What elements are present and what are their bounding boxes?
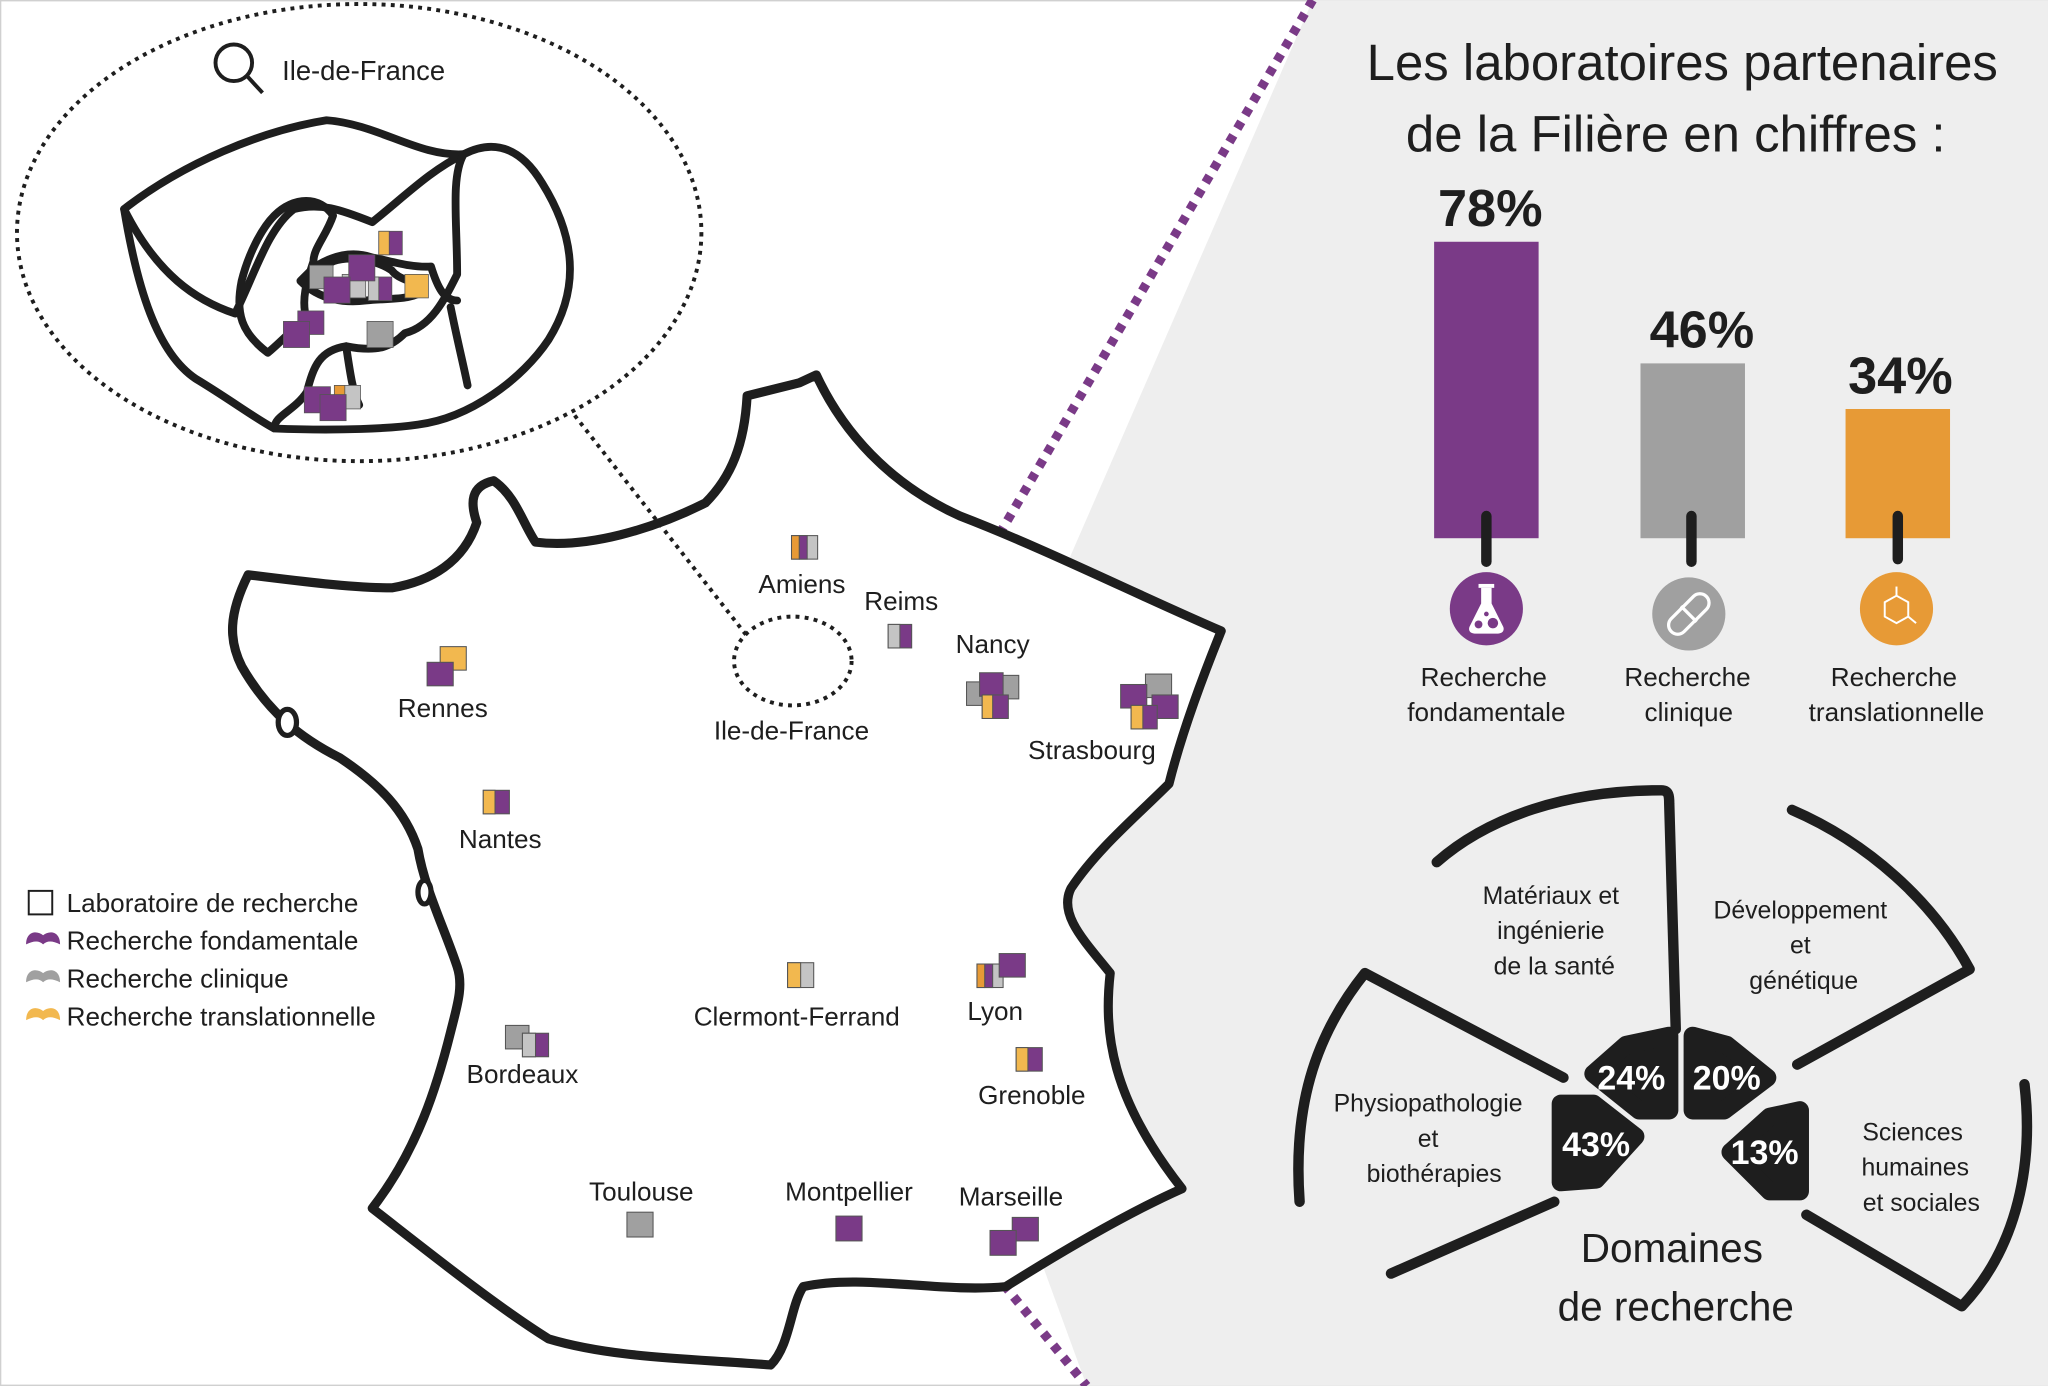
bar-group-clinique: 46% Recherche clinique <box>1624 302 1754 727</box>
marker-reims[interactable] <box>887 623 913 649</box>
lab-markers <box>426 535 1179 1256</box>
divider-line-top <box>910 0 1317 682</box>
panel-title-line1: Les laboratoires partenaires <box>1367 34 1998 91</box>
orange-blob-icon <box>26 1008 61 1021</box>
marker-clermont-ferrand[interactable] <box>787 962 815 989</box>
arc-developpement <box>1786 804 1975 1070</box>
molecule-icon <box>1883 586 1917 625</box>
magnifier-icon <box>213 42 264 95</box>
panel-title-line2: de la Filière en chiffres : <box>1406 106 1946 163</box>
stats-panel-background <box>914 0 2048 1386</box>
line-bottom-left <box>1385 1196 1560 1279</box>
city-label-ile-de-france: Ile-de-France <box>714 715 869 745</box>
pill-icon <box>1666 592 1711 636</box>
divider-line-bottom <box>910 1172 1091 1386</box>
domain-label-physiopathologie: Physiopathologie et biothérapies <box>1334 1091 1530 1189</box>
bar-clinique <box>1640 363 1745 539</box>
domain-shape-materiaux <box>1584 1026 1679 1120</box>
bar-group-fondamentale: 78% Recherche fondamentale <box>1407 180 1565 727</box>
marker-bordeaux[interactable] <box>504 1024 550 1058</box>
legend-label-translationnelle: Recherche translationnelle <box>67 1001 376 1031</box>
city-label-toulouse: Toulouse <box>589 1176 694 1206</box>
marker-grenoble[interactable] <box>1015 1047 1043 1072</box>
domains-diagram: 24% 20% 43% 13% Matériaux et ingénierie … <box>1293 785 2033 1330</box>
bar-label-translationnelle-line2: translationnelle <box>1809 697 1985 727</box>
legend: Laboratoire de recherche Recherche fonda… <box>26 888 376 1031</box>
bar-label-fondamentale-line2: fondamentale <box>1407 697 1565 727</box>
domain-shape-physiopathologie <box>1551 1094 1645 1192</box>
france-map: Amiens Reims Nancy Strasbourg Rennes Ile… <box>228 370 1226 1370</box>
bar-group-translationnelle: 34% Recherche translationnelle <box>1809 347 1985 727</box>
marker-toulouse[interactable] <box>626 1211 654 1238</box>
marker-lyon[interactable] <box>976 953 1026 989</box>
inset-departments <box>120 116 574 434</box>
domains-title-line2: de recherche <box>1558 1284 1794 1330</box>
purple-blob-icon <box>26 932 61 945</box>
bar-chart: 78% Recherche fondamentale 46% Recherche… <box>1407 180 1984 727</box>
city-label-montpellier: Montpellier <box>785 1176 913 1206</box>
marker-nancy[interactable] <box>966 672 1020 719</box>
marker-nantes[interactable] <box>482 789 510 815</box>
city-label-amiens: Amiens <box>758 569 845 599</box>
city-label-marseille: Marseille <box>959 1182 1063 1212</box>
bar-label-clinique-line1: Recherche <box>1624 662 1750 692</box>
icon-circle-translationnelle <box>1859 572 1934 646</box>
marker-marseille[interactable] <box>989 1216 1039 1256</box>
ile-de-france-inset: Ile-de-France <box>15 2 704 464</box>
domains-title-line1: Domaines <box>1581 1225 1763 1271</box>
marker-amiens[interactable] <box>790 535 819 560</box>
city-label-nantes: Nantes <box>459 824 542 854</box>
city-label-strasbourg: Strasbourg <box>1028 735 1156 765</box>
bar-fondamentale <box>1434 241 1539 539</box>
city-label-rennes: Rennes <box>398 693 488 723</box>
domain-label-developpement: Développement et génétique <box>1713 897 1894 995</box>
marker-rennes[interactable] <box>426 646 467 687</box>
domain-shapes <box>1551 1026 1809 1201</box>
domain-shape-developpement <box>1683 1026 1777 1120</box>
inset-title: Ile-de-France <box>282 55 445 86</box>
bar-label-clinique-line2: clinique <box>1645 697 1734 727</box>
marker-montpellier[interactable] <box>835 1215 863 1242</box>
gray-blob-icon <box>26 970 61 983</box>
arc-materiaux <box>1431 785 1681 1035</box>
city-label-grenoble: Grenoble <box>978 1080 1085 1110</box>
city-label-bordeaux: Bordeaux <box>467 1059 579 1089</box>
bar-value-fondamentale: 78% <box>1438 180 1543 238</box>
inset-lab-markers <box>283 230 429 422</box>
flask-icon <box>1469 583 1504 634</box>
domain-value-developpement: 20% <box>1693 1059 1761 1097</box>
inset-connector <box>573 414 749 638</box>
bar-label-fondamentale-line1: Recherche <box>1421 662 1547 692</box>
oleron-island <box>415 877 434 907</box>
domain-shape-sciences <box>1721 1101 1809 1201</box>
legend-label-laboratoire: Laboratoire de recherche <box>67 888 359 918</box>
domain-label-sciences: Sciences humaines et sociales <box>1861 1119 1979 1217</box>
marker-strasbourg[interactable] <box>1120 673 1179 730</box>
domain-value-physiopathologie: 43% <box>1562 1126 1630 1164</box>
city-label-lyon: Lyon <box>967 996 1023 1026</box>
city-label-reims: Reims <box>864 586 938 616</box>
inset-dotted-frame <box>15 2 704 464</box>
city-label-nancy: Nancy <box>956 629 1030 659</box>
bar-label-translationnelle-line1: Recherche <box>1831 662 1957 692</box>
legend-label-fondamentale: Recherche fondamentale <box>67 926 359 956</box>
domain-label-materiaux: Matériaux et ingénierie de la santé <box>1483 883 1626 981</box>
city-label-clermont-ferrand: Clermont-Ferrand <box>694 1001 900 1031</box>
ile-de-france-marker[interactable] <box>732 614 854 708</box>
legend-label-clinique: Recherche clinique <box>67 964 289 994</box>
domain-value-sciences: 13% <box>1731 1134 1799 1172</box>
square-outline-icon <box>27 889 54 916</box>
belle-ile <box>275 706 300 739</box>
bar-value-clinique: 46% <box>1650 302 1755 360</box>
france-outline <box>228 370 1226 1370</box>
domain-value-materiaux: 24% <box>1597 1059 1665 1097</box>
bar-value-translationnelle: 34% <box>1848 347 1953 405</box>
arc-physiopathologie <box>1293 967 1569 1207</box>
arc-sciences <box>1801 1078 2033 1312</box>
